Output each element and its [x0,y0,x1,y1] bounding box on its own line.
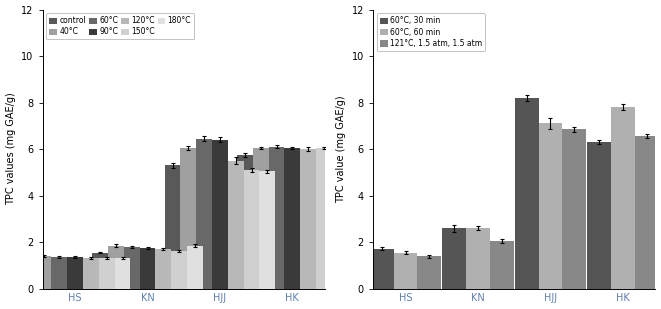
Bar [20,257,36,289]
Bar [370,248,394,289]
Bar [316,148,332,289]
Bar [300,149,316,289]
Bar [253,148,268,289]
Bar [139,248,155,289]
Bar [67,257,83,289]
Bar [635,136,658,289]
Bar [332,151,348,289]
Bar [171,252,187,289]
Bar [268,147,284,289]
Bar [394,252,418,289]
Bar [83,258,98,289]
Bar [124,247,139,289]
Bar [490,241,514,289]
Bar [93,252,108,289]
Bar [563,129,586,289]
Bar [259,171,275,289]
Bar [52,257,67,289]
Bar [442,228,466,289]
Y-axis label: TPC value (mg GAE/g): TPC value (mg GAE/g) [336,95,346,203]
Bar [114,258,130,289]
Bar [539,124,563,289]
Bar [466,228,490,289]
Bar [165,165,180,289]
Bar [155,249,171,289]
Bar [196,139,212,289]
Y-axis label: TPC values (mg GAE/g): TPC values (mg GAE/g) [5,93,16,205]
Bar [180,148,196,289]
Bar [244,170,259,289]
Bar [588,142,611,289]
Bar [237,155,253,289]
Bar [515,98,539,289]
Bar [284,148,300,289]
Bar [212,140,228,289]
Legend: control, 40°C, 60°C, 90°C, 120°C, 150°C, 180°C: control, 40°C, 60°C, 90°C, 120°C, 150°C,… [46,13,194,39]
Bar [36,256,52,289]
Bar [611,107,635,289]
Bar [418,256,441,289]
Bar [108,246,124,289]
Legend: 60°C, 30 min, 60°C, 60 min, 121°C, 1.5 atm, 1.5 atm: 60°C, 30 min, 60°C, 60 min, 121°C, 1.5 a… [377,13,485,51]
Bar [228,161,244,289]
Bar [187,246,203,289]
Bar [98,258,114,289]
